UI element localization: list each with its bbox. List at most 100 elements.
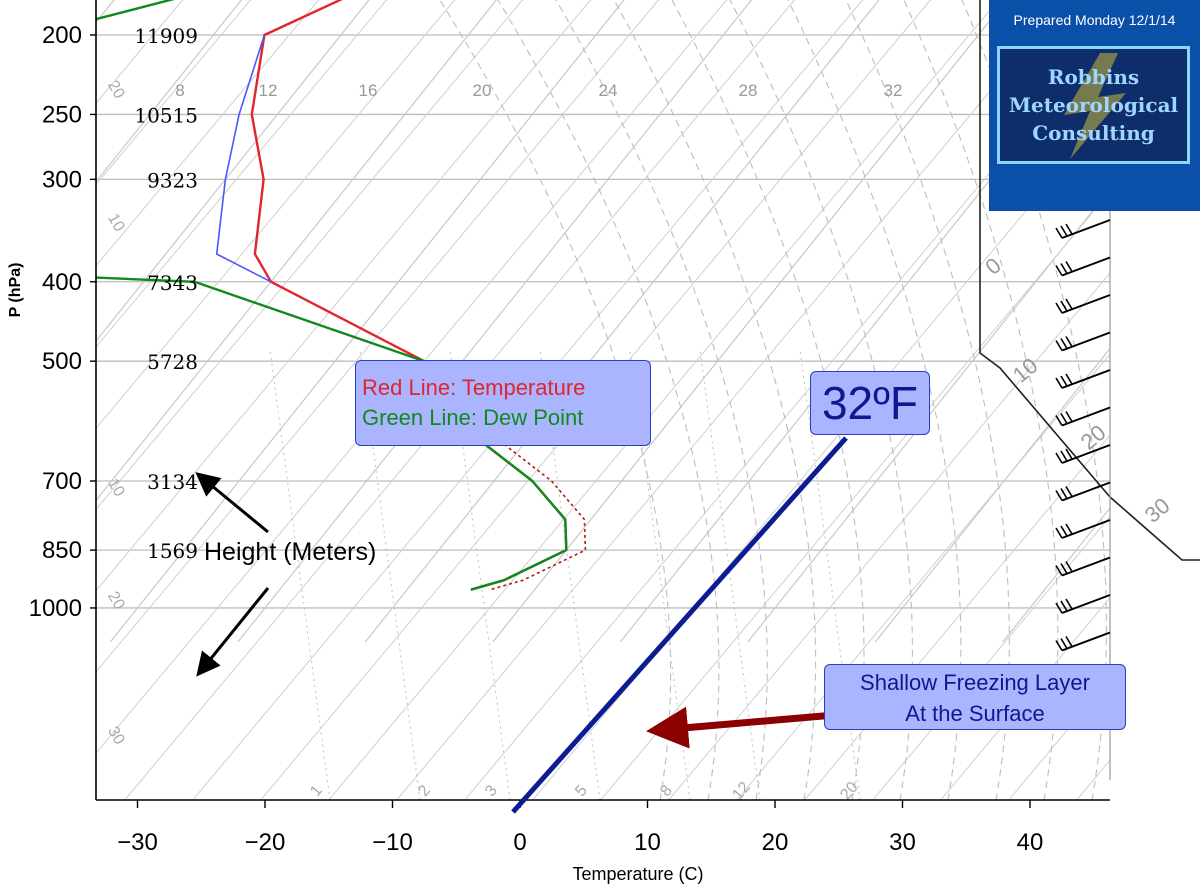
wind-barb-flag <box>1055 602 1063 614</box>
wind-barb-flag <box>1060 413 1068 424</box>
logo-name-line2: Meteorological <box>1008 93 1179 117</box>
wind-barb-flag <box>1055 302 1063 314</box>
hodograph-label: 30 <box>1140 493 1175 528</box>
logo-badge: Robbins Meteorological Consulting <box>997 46 1190 164</box>
pressure-tick-label: 1000 <box>29 595 82 622</box>
wind-barb-flag <box>1060 225 1068 237</box>
wind-barb-flag <box>1055 452 1063 464</box>
wind-barb-flag <box>1065 411 1073 422</box>
hodograph-frame <box>979 0 1200 561</box>
x-tick-label: −10 <box>372 829 413 856</box>
moist-adiabat-line <box>555 0 768 800</box>
wind-barb-flag <box>1060 525 1068 537</box>
wind-barb-flag <box>1065 486 1073 497</box>
pressure-tick-label: 200 <box>42 22 82 49</box>
height-value: 5728 <box>147 350 198 374</box>
adiabat-label: 20 <box>104 589 128 613</box>
height-label: Height (Meters) <box>204 538 377 566</box>
wind-barb-flag <box>1060 300 1068 312</box>
wind-barb <box>1061 331 1111 352</box>
wind-barb-flag <box>1055 490 1063 501</box>
x-tick-label: 10 <box>634 829 661 856</box>
dry-adiabat-line <box>600 190 1110 800</box>
wind-barb-flag <box>1060 488 1068 499</box>
wind-barb <box>1061 519 1111 539</box>
isotherm-line <box>96 0 115 24</box>
isotherm-line <box>874 347 1110 643</box>
hodograph-label: 0 <box>980 253 1005 280</box>
series-lines <box>96 0 587 591</box>
wind-barb-flag <box>1055 565 1063 576</box>
isotherm-line <box>96 0 498 502</box>
freezing-line-label: 32ºF <box>810 371 930 435</box>
adiabat-label: 20 <box>104 78 128 102</box>
wind-barb-flag <box>1065 448 1073 460</box>
wind-barb-flag <box>1065 336 1073 347</box>
isotherm-label: 12 <box>259 81 278 100</box>
pressure-tick-label: 300 <box>42 166 82 193</box>
wind-barb-flag <box>1065 298 1073 310</box>
temperature-line <box>250 0 568 591</box>
adiabat-label: 10 <box>104 476 128 500</box>
x-axis-title: Temperature (C) <box>572 864 703 884</box>
wind-barb-flag <box>1065 523 1073 535</box>
wind-barb <box>1061 444 1111 464</box>
wind-barb <box>1061 369 1111 389</box>
moist-adiabat-line <box>613 0 817 800</box>
dry-adiabat-line <box>96 0 252 186</box>
moist-adiabat-line <box>497 0 720 800</box>
freezing-layer-line2: At the Surface <box>905 701 1045 726</box>
wind-barb-flag <box>1060 450 1068 462</box>
wind-barb-flag <box>1060 375 1068 387</box>
mixing-ratio-label: 2 <box>415 782 434 800</box>
wind-barb-flag <box>1055 640 1063 651</box>
wind-barb-flag <box>1060 338 1068 349</box>
wind-barb-flag <box>1065 373 1073 385</box>
pressure-tick-label: 700 <box>42 468 82 495</box>
mixing-ratio-label: 1 <box>307 782 326 800</box>
pressure-tick-label: 500 <box>42 348 82 375</box>
x-tick-label: −20 <box>245 829 286 856</box>
wind-barb-flag <box>1065 561 1073 572</box>
isotherm-line <box>492 0 1008 643</box>
mixing-ratio-line <box>269 349 331 800</box>
moist-adiabat-line <box>903 0 1059 800</box>
wind-barbs <box>1055 219 1111 689</box>
height-arrow-up <box>195 472 269 534</box>
x-tick-label: 0 <box>513 829 526 856</box>
wind-barb-flag <box>1055 527 1063 539</box>
isotherm-line <box>96 0 370 343</box>
y-axis-title: P (hPa) <box>7 263 24 318</box>
dry-adiabat-line <box>96 0 456 430</box>
wind-barb-flag <box>1055 377 1063 389</box>
wind-barb-flag <box>1060 600 1068 612</box>
auxiliary-line <box>215 34 272 283</box>
wind-barb <box>1061 406 1111 427</box>
annotation-arrows <box>195 436 859 814</box>
wind-barb-flag <box>1065 261 1073 272</box>
dry-adiabat-line <box>96 0 320 267</box>
pressure-tick-label: 850 <box>42 537 82 564</box>
lightning-bolt-icon <box>1064 53 1126 159</box>
dry-adiabat-line <box>96 0 660 673</box>
isotherm-label: 28 <box>739 81 758 100</box>
dew-point-line <box>96 0 568 591</box>
wind-barb-flag <box>1065 223 1073 235</box>
isotherm-label: 16 <box>359 81 378 100</box>
height-value: 3134 <box>147 470 198 494</box>
wind-barb-flag <box>1060 638 1068 649</box>
wind-barb <box>1061 219 1111 239</box>
wind-barb <box>1061 481 1111 502</box>
wind-barb-flag <box>1055 415 1063 426</box>
isotherm-label: 24 <box>599 81 618 100</box>
wind-barb-flag <box>1055 340 1063 351</box>
dry-adiabat-line <box>96 0 592 592</box>
wind-barb <box>1061 631 1111 652</box>
adiabat-label: 30 <box>104 724 128 748</box>
wind-barb-flag <box>1060 563 1068 574</box>
height-arrow-down <box>196 587 270 677</box>
prepared-date: Prepared Monday 12/1/14 <box>1013 12 1176 28</box>
x-tick-label: −30 <box>117 829 158 856</box>
isotherm-line <box>0 0 40 642</box>
